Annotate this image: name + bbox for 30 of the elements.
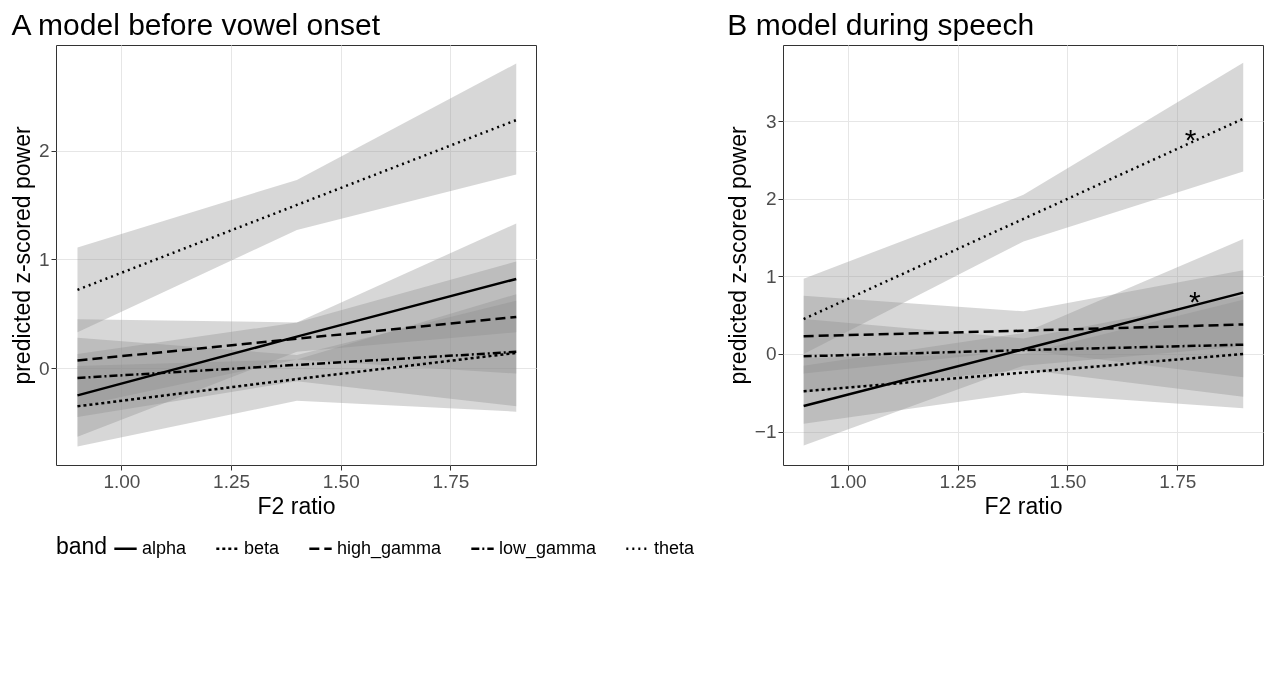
y-tick-label: 3 [765,110,777,132]
legend-label: theta [654,537,696,558]
x-tick-label: 1.75 [432,470,470,492]
x-tick-label: 1.50 [1049,470,1087,492]
y-tick-label: 2 [765,188,777,210]
chart-title: A model before vowel onset [11,8,381,41]
legend-label: low_gamma [499,537,598,559]
annotation: * [1189,285,1202,319]
x-tick-label: 1.25 [213,470,251,492]
y-tick-label: 0 [38,357,50,379]
x-tick-label: 1.25 [939,470,977,492]
y-axis-title: predicted z-scored power [8,126,35,385]
x-tick-label: 1.00 [103,470,141,492]
x-tick-label: 1.75 [1159,470,1197,492]
legend-label: beta [244,537,281,558]
legend-label: high_gamma [337,537,443,559]
legend-label: alpha [142,537,188,558]
y-tick-label: 2 [38,140,50,162]
x-tick-label: 1.00 [829,470,867,492]
x-axis-title: F2 ratio [984,492,1063,519]
y-axis-title: predicted z-scored power [724,126,751,385]
chart-title: B model during speech [727,8,1035,41]
y-tick-label: 1 [765,265,777,287]
y-tick-label: 1 [38,248,50,270]
y-tick-label: −1 [754,421,777,443]
annotation: * [1184,122,1197,156]
legend-title: band [56,533,108,559]
x-axis-title: F2 ratio [257,492,336,519]
y-tick-label: 0 [765,343,777,365]
x-tick-label: 1.50 [322,470,360,492]
